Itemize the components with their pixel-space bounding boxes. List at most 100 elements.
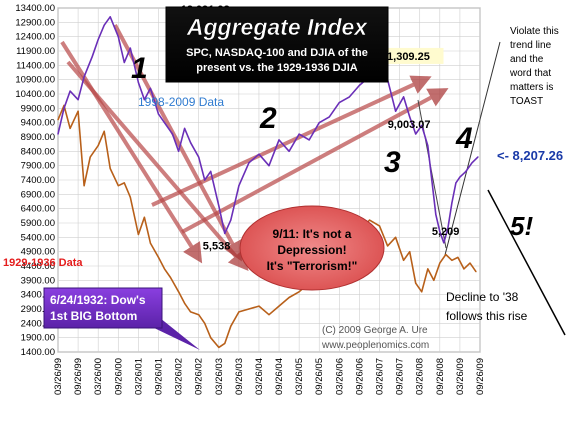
x-tick-label: 03/26/02	[174, 358, 185, 395]
data-point	[288, 296, 290, 299]
x-tick-label: 09/26/00	[113, 358, 124, 395]
copyright-text: (C) 2009 George A. Ure	[322, 325, 428, 336]
subtitle-line2: present vs. the 1929-1936 DJIA	[196, 62, 357, 74]
x-tick-label: 03/26/04	[254, 358, 265, 395]
data-point	[103, 24, 105, 26]
data-point	[409, 251, 411, 253]
data-point	[83, 76, 85, 78]
data-point	[57, 119, 59, 121]
modern-series-label: 1998-2009 Data	[138, 95, 224, 109]
x-axis-ticks: 03/26/99 09/26/99 03/26/00 09/26/00 03/26/01…	[53, 358, 486, 395]
marker-3: 3	[384, 146, 401, 179]
data-point	[198, 156, 200, 158]
data-point	[403, 259, 405, 261]
data-point	[83, 185, 85, 187]
data-point	[447, 228, 449, 230]
data-point	[103, 130, 105, 132]
data-point	[190, 142, 192, 144]
data-point	[69, 90, 71, 92]
decline-line-1: Decline to '38	[446, 290, 519, 304]
data-point	[137, 81, 139, 84]
data-point	[117, 185, 119, 187]
data-point	[403, 96, 405, 98]
trend-arrow-1	[60, 40, 203, 264]
title-box: Aggregate Index SPC, NASDAQ-100 and DJIA…	[165, 6, 389, 83]
x-tick-label: 03/26/06	[334, 358, 345, 395]
callout-line-3: It's "Terrorism!"	[267, 259, 358, 273]
y-tick-label: 10900.00	[15, 75, 55, 86]
y-tick-label: 8400.00	[21, 146, 55, 157]
marker-4: 4	[455, 122, 473, 155]
data-point	[238, 185, 240, 187]
y-tick-label: 7400.00	[21, 175, 55, 186]
data-point	[210, 337, 212, 339]
violate-line-6: TOAST	[510, 96, 543, 107]
data-point	[230, 325, 232, 327]
y-tick-label: 12900.00	[15, 17, 55, 28]
data-point	[248, 308, 250, 310]
data-point	[348, 96, 350, 98]
x-tick-label: 09/26/06	[354, 358, 365, 395]
data-point	[129, 196, 131, 198]
data-point	[91, 56, 93, 58]
data-point	[149, 87, 151, 89]
data-point	[178, 291, 180, 293]
data-point	[415, 282, 417, 284]
data-point	[421, 291, 423, 293]
x-tick-label: 09/26/07	[395, 358, 406, 395]
data-point	[157, 256, 160, 258]
data-point	[298, 133, 300, 135]
data-point	[318, 122, 320, 124]
x-tick-label: 03/26/99	[53, 358, 64, 395]
data-point	[395, 110, 397, 112]
data-point	[230, 219, 232, 221]
violate-line-1: Violate this	[510, 26, 559, 37]
violate-line-4: word that	[509, 68, 551, 79]
y-tick-label: 5900.00	[21, 218, 55, 229]
y-tick-label: 2900.00	[21, 304, 55, 315]
data-point	[338, 102, 340, 104]
x-tick-label: 03/26/03	[214, 358, 225, 395]
trend-arrows	[60, 24, 566, 336]
y-tick-label: 11900.00	[16, 46, 55, 57]
data-point	[439, 231, 441, 233]
y-tick-label: 4400.00	[21, 261, 55, 272]
data-point	[395, 236, 397, 238]
data-point	[238, 311, 240, 313]
data-point	[328, 116, 330, 118]
data-point	[415, 133, 417, 135]
y-axis-ticks: 13400.00 12900.00 12400.00 11900.00 11400.00…	[15, 3, 55, 358]
data-point	[210, 170, 212, 172]
data-point	[169, 276, 172, 279]
data-point	[465, 170, 467, 172]
violate-note: Violate this trend line and the word tha…	[509, 26, 559, 107]
data-point	[204, 179, 206, 181]
data-point	[123, 182, 125, 184]
subtitle-line1: SPC, NASDAQ-100 and DJIA of the	[186, 47, 368, 59]
data-point	[123, 61, 125, 64]
data-point	[184, 302, 186, 304]
data-point	[268, 165, 270, 167]
old-series-label: 1929-1936 Data	[3, 257, 83, 269]
data-point	[268, 314, 270, 316]
callout-line-2: Depression!	[277, 243, 346, 257]
data-point	[463, 268, 465, 270]
bottom-callout-box	[43, 287, 163, 329]
marker-5: 5!	[510, 211, 533, 241]
y-tick-label: 2400.00	[21, 318, 55, 329]
website-text: www.peoplenomics.com	[321, 340, 429, 351]
data-point	[117, 36, 119, 38]
x-tick-label: 09/26/05	[314, 358, 325, 395]
data-point	[137, 233, 139, 236]
data-point	[258, 153, 260, 155]
x-tick-label: 09/26/01	[153, 358, 164, 395]
data-point	[224, 342, 226, 344]
data-point	[421, 124, 423, 127]
peak-label: 11,309.25	[382, 51, 430, 63]
trend-line-decline	[417, 99, 447, 249]
data-point	[439, 262, 441, 264]
data-point	[459, 176, 461, 178]
violate-line-3: and the	[510, 54, 544, 65]
y-tick-label: 7900.00	[21, 161, 55, 172]
